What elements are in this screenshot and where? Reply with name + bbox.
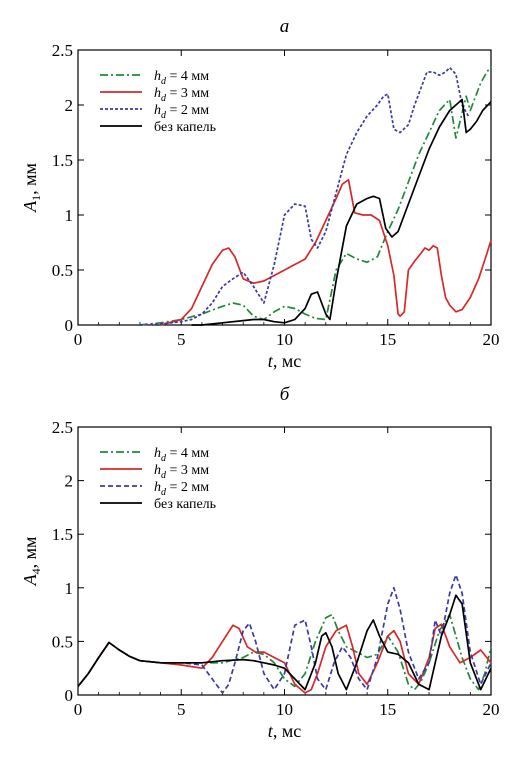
y-tick-label: 1.5 bbox=[52, 151, 73, 170]
y-tick-label: 2.5 bbox=[52, 418, 73, 437]
series-line-1 bbox=[139, 65, 492, 326]
x-tick-label: 15 bbox=[379, 700, 396, 719]
series-line-4 bbox=[191, 98, 492, 326]
x-tick-label: 10 bbox=[276, 330, 293, 349]
legend-entry: hd = 4 мм bbox=[154, 69, 209, 87]
legend-entry: hd = 2 мм bbox=[154, 480, 209, 498]
y-tick-label: 0 bbox=[65, 316, 74, 335]
y-tick-label: 0.5 bbox=[52, 261, 73, 280]
x-axis-label: t, мс bbox=[268, 721, 301, 741]
x-tick-label: 5 bbox=[177, 330, 186, 349]
legend-entry: hd = 3 мм bbox=[154, 86, 209, 104]
legend-entry: hd = 2 мм bbox=[154, 103, 209, 121]
y-tick-label: 2 bbox=[65, 96, 74, 115]
y-axis-label: A4, мм bbox=[20, 537, 43, 587]
x-tick-label: 0 bbox=[74, 330, 83, 349]
series-line-4 bbox=[77, 594, 492, 691]
legend-entry: без капель bbox=[154, 120, 216, 135]
legend-entry: hd = 3 мм bbox=[154, 463, 209, 481]
y-tick-label: 1 bbox=[65, 206, 74, 225]
series-line-3 bbox=[77, 574, 492, 694]
x-axis-label: t, мс bbox=[268, 351, 301, 371]
series-line-3 bbox=[139, 66, 470, 326]
y-axis-label: A1, мм bbox=[20, 163, 43, 213]
legend-entry: без капель bbox=[154, 497, 216, 512]
y-tick-label: 0.5 bbox=[52, 632, 73, 651]
series-line-2 bbox=[160, 178, 492, 326]
y-tick-label: 2 bbox=[65, 472, 74, 491]
x-tick-label: 10 bbox=[276, 700, 293, 719]
panel-label: а bbox=[280, 16, 290, 37]
x-tick-label: 15 bbox=[379, 330, 396, 349]
panel-label: б bbox=[280, 384, 291, 405]
x-tick-label: 20 bbox=[483, 330, 500, 349]
chart-panel-1: а 0 5 10 15 20 0 0.5 1 1.5 2 2.5 t, мс A1, мм hd = 4 м… bbox=[20, 16, 500, 371]
y-tick-label: 1 bbox=[65, 579, 74, 598]
legend-entry: hd = 4 мм bbox=[154, 446, 209, 464]
series-line-1 bbox=[77, 613, 492, 691]
x-tick-label: 0 bbox=[74, 700, 83, 719]
x-tick-label: 20 bbox=[483, 700, 500, 719]
chart-panel-2: б 0 5 10 15 20 0 0.5 1 1.5 2 2.5 t, мс A4, мм hd = 4 м… bbox=[20, 384, 500, 741]
y-tick-label: 2.5 bbox=[52, 41, 73, 60]
y-tick-label: 0 bbox=[65, 686, 74, 705]
series-line-2 bbox=[77, 623, 492, 694]
y-tick-label: 1.5 bbox=[52, 525, 73, 544]
x-tick-label: 5 bbox=[177, 700, 186, 719]
